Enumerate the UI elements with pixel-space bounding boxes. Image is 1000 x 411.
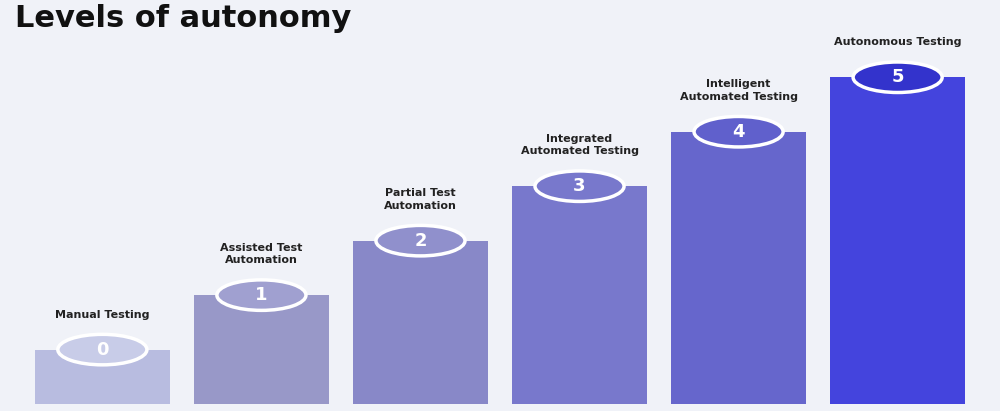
Text: 2: 2 — [414, 232, 427, 249]
Text: 1: 1 — [255, 286, 268, 304]
Text: 4: 4 — [732, 123, 745, 141]
Circle shape — [694, 116, 783, 147]
Text: Assisted Test
Automation: Assisted Test Automation — [220, 243, 303, 265]
Circle shape — [58, 334, 147, 365]
Bar — [35, 350, 170, 404]
Text: Manual Testing: Manual Testing — [55, 309, 150, 320]
Text: 0: 0 — [96, 341, 109, 358]
Text: 5: 5 — [891, 68, 904, 86]
Text: Partial Test
Automation: Partial Test Automation — [384, 188, 457, 211]
Text: 3: 3 — [573, 177, 586, 195]
Text: Integrated
Automated Testing: Integrated Automated Testing — [521, 134, 639, 156]
Circle shape — [376, 225, 465, 256]
Circle shape — [853, 62, 942, 92]
Circle shape — [217, 280, 306, 310]
Bar — [671, 132, 806, 404]
Bar — [512, 186, 647, 404]
Bar — [353, 241, 488, 404]
Circle shape — [535, 171, 624, 201]
Text: Autonomous Testing: Autonomous Testing — [834, 37, 961, 47]
Text: Levels of autonomy: Levels of autonomy — [15, 4, 351, 33]
Bar — [194, 295, 329, 404]
Bar — [830, 77, 965, 404]
Text: Intelligent
Automated Testing: Intelligent Automated Testing — [680, 79, 798, 102]
